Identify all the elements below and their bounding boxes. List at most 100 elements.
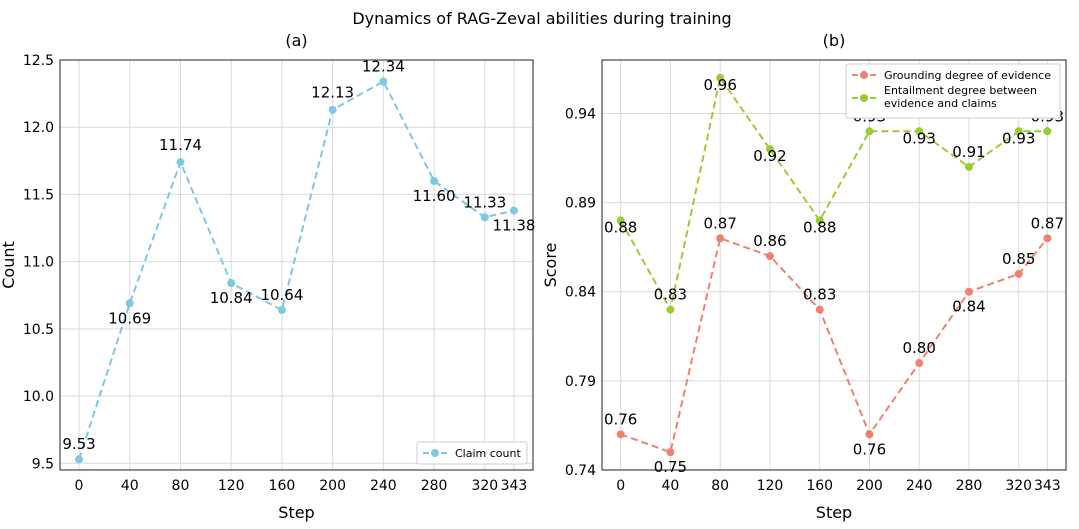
- data-point: [75, 455, 84, 464]
- legend-entry: Entailment degree between evidence and cl…: [884, 84, 1037, 110]
- y-tick-label: 12.5: [23, 53, 54, 69]
- legend-marker: [431, 449, 439, 457]
- x-tick-label: 200: [856, 478, 883, 494]
- data-label: 0.80: [903, 339, 936, 357]
- data-label: 0.88: [604, 218, 637, 236]
- data-point: [379, 77, 388, 86]
- data-label: 10.69: [108, 309, 151, 327]
- x-tick-label: 40: [662, 478, 680, 494]
- data-point: [765, 145, 774, 154]
- legend: Claim count: [416, 441, 528, 465]
- series-line: [620, 236, 1049, 454]
- data-label: 0.83: [803, 286, 836, 304]
- data-label: 0.87: [1031, 214, 1064, 232]
- data-label: 0.86: [753, 232, 786, 250]
- legend-entry-line: Entailment degree between: [884, 84, 1037, 97]
- x-tick-label: 80: [711, 478, 729, 494]
- x-tick-label: 80: [172, 478, 190, 494]
- data-point: [1043, 234, 1052, 243]
- data-label: 11.33: [463, 193, 506, 211]
- y-tick-label: 0.84: [565, 285, 596, 301]
- data-label: 0.87: [703, 214, 736, 232]
- legend-box: [845, 63, 1061, 119]
- data-point: [915, 127, 924, 136]
- series-line: [619, 75, 1048, 313]
- data-point: [227, 279, 236, 288]
- legend-marker: [860, 71, 868, 79]
- y-tick-label: 11.0: [23, 255, 54, 271]
- data-point: [430, 176, 439, 185]
- y-tick-label: 10.5: [23, 322, 54, 338]
- data-point: [865, 430, 874, 439]
- data-label: 0.83: [654, 286, 687, 304]
- data-label: 11.60: [413, 187, 456, 205]
- y-tick-label: 0.79: [565, 374, 596, 390]
- legend-box: [416, 441, 528, 465]
- data-label: 0.88: [803, 218, 836, 236]
- x-tick-label: 200: [319, 478, 346, 494]
- data-label: 10.64: [260, 286, 303, 304]
- x-tick-label: 40: [121, 478, 139, 494]
- x-tick-label: 240: [370, 478, 397, 494]
- plot-frame: [59, 59, 534, 471]
- x-tick-label: 343: [1034, 478, 1061, 494]
- data-point: [815, 216, 824, 225]
- panel-a: 9.5 10.0 10.5 11.0 11.5 12.0 12.5 0 40 80 120 160 20…: [0, 31, 535, 522]
- data-point: [1043, 127, 1052, 136]
- y-tick-label: 0.74: [565, 463, 596, 479]
- x-tick-label: 0: [616, 478, 625, 494]
- legend-entry-line: evidence and claims: [884, 97, 997, 110]
- data-label: 0.85: [1002, 250, 1035, 268]
- x-axis-label: Step: [278, 503, 314, 522]
- data-point: [328, 105, 337, 114]
- panel-label: (b): [823, 31, 846, 50]
- y-axis-label: Count: [0, 241, 18, 289]
- x-tick-label: 0: [75, 478, 84, 494]
- data-label: 12.34: [362, 58, 405, 76]
- data-point: [716, 234, 725, 243]
- legend: Grounding degree of evidence Entailment d…: [845, 63, 1061, 119]
- y-tick-label: 12.0: [23, 120, 54, 136]
- y-tick-label: 0.94: [565, 106, 596, 122]
- y-tick-label: 0.89: [565, 196, 596, 212]
- data-point: [666, 448, 675, 457]
- data-point: [616, 216, 625, 225]
- legend-marker: [860, 94, 868, 102]
- x-tick-label: 160: [806, 478, 833, 494]
- data-point: [865, 127, 874, 136]
- plot-area: [60, 60, 533, 470]
- data-label: 0.91: [952, 143, 985, 161]
- panel-label: (a): [285, 31, 307, 50]
- data-label: 10.84: [210, 289, 253, 307]
- data-point: [1014, 269, 1023, 278]
- y-tick-label: 9.5: [32, 456, 54, 472]
- data-point: [915, 359, 924, 368]
- data-label: 0.93: [903, 129, 936, 147]
- data-point: [176, 158, 185, 167]
- data-point: [616, 430, 625, 439]
- data-label: 0.92: [753, 147, 786, 165]
- data-point: [964, 287, 973, 296]
- data-point: [716, 73, 725, 82]
- data-label: 0.76: [853, 440, 886, 458]
- data-point: [125, 299, 134, 308]
- x-axis-label: Step: [816, 503, 852, 522]
- data-point: [666, 305, 675, 314]
- data-label: 0.75: [654, 458, 687, 476]
- data-label: 0.96: [703, 76, 736, 94]
- x-tick-label: 240: [906, 478, 933, 494]
- data-point: [765, 252, 774, 261]
- x-tick-label: 320: [1005, 478, 1032, 494]
- y-tick-label: 11.5: [23, 187, 54, 203]
- panel-b: 0.74 0.79 0.84 0.89 0.94 0 40 80 120 160 200 240 280…: [541, 31, 1067, 522]
- data-point: [277, 306, 286, 315]
- data-label: 0.93: [1002, 129, 1035, 147]
- x-tick-label: 320: [471, 478, 498, 494]
- data-label: 0.84: [952, 298, 985, 316]
- data-label: 0.76: [604, 410, 637, 428]
- data-point: [964, 162, 973, 171]
- data-point: [509, 206, 518, 215]
- figure-title: Dynamics of RAG-Zeval abilities during t…: [352, 9, 731, 28]
- y-axis-label: Score: [541, 243, 560, 288]
